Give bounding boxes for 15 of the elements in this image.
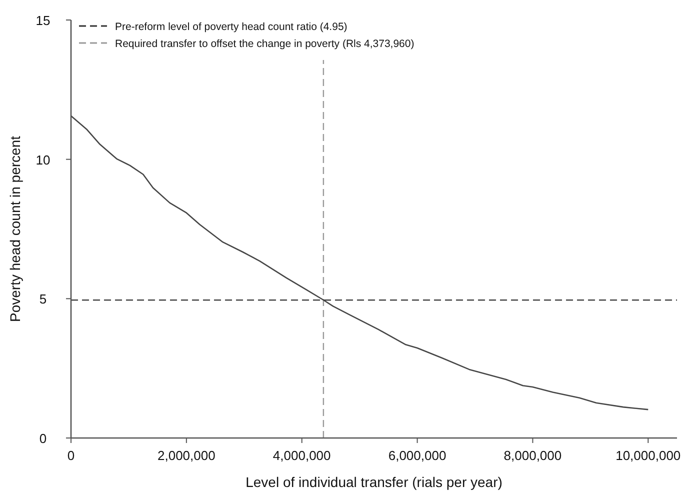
line-series xyxy=(70,115,649,410)
x-tick-label: 4,000,000 xyxy=(272,448,331,463)
legend-label: Required transfer to offset the change in poverty (Rls 4,373,960) xyxy=(115,38,414,50)
y-tick-label: 5 xyxy=(39,292,47,307)
y-axis-title: Poverty head count in percent xyxy=(7,136,23,322)
y-tick-label: 15 xyxy=(36,13,50,28)
legend-label: Pre-reform level of poverty head count ratio (4.95) xyxy=(115,21,348,33)
y-tick-label: 0 xyxy=(39,431,47,446)
x-tick-label: 6,000,000 xyxy=(388,448,446,463)
x-tick-label: 2,000,000 xyxy=(158,448,216,463)
x-tick-label: 8,000,000 xyxy=(504,448,562,463)
x-tick-label: 0 xyxy=(67,448,75,463)
x-axis-title: Level of individual transfer (rials per year) xyxy=(246,474,502,490)
y-tick-label: 10 xyxy=(36,152,50,168)
x-tick-label: 10,000,000 xyxy=(616,448,681,463)
